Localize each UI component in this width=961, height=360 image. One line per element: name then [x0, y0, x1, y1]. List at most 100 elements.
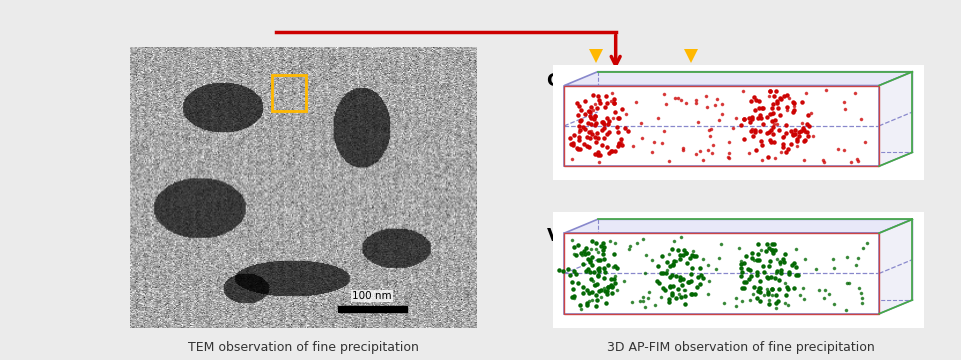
Point: [661, 263, 677, 269]
Point: [785, 285, 801, 291]
Point: [777, 292, 793, 297]
Point: [614, 107, 629, 112]
Point: [563, 141, 579, 147]
Point: [590, 153, 605, 158]
Point: [675, 145, 690, 151]
Point: [746, 257, 761, 262]
Point: [654, 285, 670, 291]
Point: [789, 272, 804, 278]
Point: [836, 106, 851, 112]
Point: [596, 256, 611, 262]
Point: [748, 272, 763, 278]
Point: [690, 274, 705, 279]
Point: [599, 100, 614, 105]
Point: [788, 272, 803, 278]
Point: [586, 152, 602, 157]
Point: [777, 149, 793, 155]
Point: [778, 104, 794, 109]
Point: [727, 295, 743, 301]
Point: [737, 253, 752, 259]
Point: [821, 291, 836, 297]
Point: [604, 291, 619, 296]
Point: [673, 96, 688, 102]
Point: [772, 149, 787, 154]
Point: [786, 103, 801, 109]
Polygon shape: [564, 233, 878, 314]
Point: [656, 288, 672, 293]
Point: [579, 121, 595, 126]
Point: [691, 148, 706, 153]
Point: [775, 145, 790, 150]
Point: [585, 107, 601, 113]
Point: [589, 130, 604, 136]
Point: [590, 273, 605, 279]
Point: [800, 134, 815, 139]
Point: [568, 100, 583, 105]
Point: [732, 265, 748, 271]
Point: [849, 156, 864, 162]
Point: [735, 88, 751, 94]
Point: [577, 251, 592, 257]
Point: [583, 131, 599, 137]
Point: [678, 260, 694, 266]
Point: [785, 100, 801, 106]
Point: [596, 125, 611, 131]
Point: [660, 252, 676, 257]
Point: [755, 105, 771, 111]
Point: [764, 247, 779, 253]
Point: [760, 289, 776, 294]
Point: [634, 237, 650, 242]
Point: [572, 118, 587, 124]
Point: [754, 263, 770, 269]
Point: [582, 269, 598, 275]
Polygon shape: [564, 86, 878, 166]
Point: [583, 262, 599, 268]
Point: [606, 109, 622, 115]
Point: [572, 302, 587, 307]
Point: [687, 291, 702, 296]
Point: [660, 296, 676, 302]
Point: [770, 298, 785, 304]
Point: [799, 129, 814, 135]
Point: [586, 282, 602, 287]
Point: [720, 139, 735, 145]
Text: 3D AP-FIM observation of fine precipitation: 3D AP-FIM observation of fine precipitat…: [606, 341, 874, 354]
Point: [796, 127, 811, 133]
Point: [772, 113, 787, 118]
Point: [575, 261, 590, 267]
Point: [580, 144, 596, 150]
Point: [750, 242, 765, 247]
Point: [768, 98, 783, 104]
Point: [666, 95, 681, 101]
Point: [692, 265, 707, 271]
Point: [624, 299, 639, 305]
Point: [637, 252, 653, 258]
Point: [771, 277, 786, 283]
Point: [767, 270, 782, 276]
Point: [577, 126, 592, 132]
Point: [816, 159, 831, 165]
Point: [752, 114, 768, 120]
Point: [575, 290, 590, 296]
Point: [853, 296, 869, 301]
Point: [749, 295, 764, 301]
Point: [825, 302, 841, 307]
Point: [604, 90, 619, 96]
Point: [703, 150, 719, 156]
Point: [591, 97, 606, 103]
Point: [727, 303, 743, 309]
Point: [606, 263, 622, 269]
Point: [579, 287, 594, 293]
Point: [662, 274, 678, 279]
Point: [763, 241, 778, 247]
Point: [610, 129, 626, 135]
Point: [742, 120, 757, 125]
Point: [585, 279, 601, 284]
Point: [758, 114, 774, 120]
Point: [596, 136, 611, 141]
Point: [752, 278, 767, 284]
Text: 100 nm: 100 nm: [352, 291, 392, 301]
Point: [572, 127, 587, 133]
Point: [755, 269, 771, 275]
Point: [829, 147, 845, 152]
